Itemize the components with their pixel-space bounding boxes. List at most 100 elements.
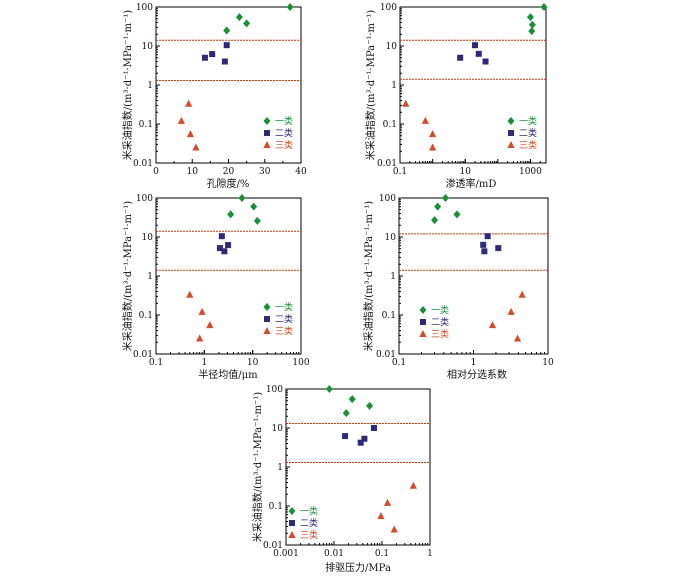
x-axis-label: 相对分选系数	[447, 368, 507, 381]
y-tick-label: 0.1	[269, 502, 283, 512]
x-tick-label: 1000	[519, 167, 542, 177]
square-marker	[201, 54, 208, 61]
triangle-marker	[390, 525, 398, 533]
plot-frame	[399, 6, 547, 164]
triangle-marker	[518, 290, 526, 298]
y-tick-label: 0.1	[139, 120, 153, 130]
diamond-marker	[528, 27, 536, 36]
diamond-marker	[286, 3, 294, 11]
x-axis-label: 排驱压力/MPa	[325, 561, 391, 574]
square-marker	[221, 248, 228, 255]
legend-label: 三类	[275, 325, 293, 337]
legend-triangle-marker	[288, 531, 296, 538]
square-marker	[472, 42, 479, 49]
triangle-marker	[186, 290, 194, 298]
legend-label: 一类	[300, 505, 318, 517]
triangle-marker	[185, 99, 193, 107]
legend-triangle-marker	[507, 141, 515, 148]
x-axis-label: 孔隙度/%	[207, 177, 250, 190]
x-tick-label: 0.1	[392, 358, 406, 368]
x-tick-label: 1	[201, 358, 207, 368]
triangle-marker	[429, 130, 437, 138]
square-marker	[480, 241, 487, 248]
legend-diamond-marker	[263, 117, 271, 125]
legend-label: 二类	[275, 313, 293, 325]
x-tick-label: 10	[459, 167, 471, 177]
y-tick-label: 100	[266, 385, 283, 395]
diamond-marker	[253, 216, 261, 225]
diamond-marker	[243, 19, 251, 28]
legend-label: 一类	[275, 115, 293, 127]
square-marker	[475, 50, 482, 57]
square-marker	[495, 245, 502, 252]
square-marker	[218, 233, 225, 240]
x-tick-label: 0.1	[375, 549, 389, 559]
diamond-marker	[342, 409, 350, 418]
diamond-marker	[526, 13, 534, 22]
y-tick-label: 10	[385, 233, 397, 243]
y-tick-label: 1	[391, 81, 397, 91]
x-tick-label: 0.001	[273, 549, 299, 559]
square-marker	[225, 242, 232, 249]
diamond-marker	[238, 194, 246, 202]
legend-square-marker	[420, 319, 426, 325]
y-tick-label: 0.01	[263, 541, 283, 551]
legend-square-marker	[289, 520, 295, 526]
diamond-marker	[441, 194, 449, 202]
y-tick-label: 1	[390, 272, 396, 282]
legend-square-marker	[264, 130, 270, 136]
x-tick-label: 1	[471, 358, 477, 368]
square-marker	[484, 233, 491, 240]
triangle-marker	[507, 307, 515, 315]
diamond-marker	[540, 3, 548, 11]
y-tick-label: 100	[380, 3, 397, 13]
triangle-marker	[196, 334, 204, 342]
legend-label: 一类	[431, 304, 449, 316]
legend-diamond-marker	[419, 306, 427, 314]
square-marker	[223, 42, 230, 49]
legend-label: 三类	[300, 529, 318, 541]
legend-label: 二类	[519, 127, 537, 139]
diamond-marker	[250, 202, 258, 211]
x-tick-label: 0	[153, 167, 159, 177]
y-axis-label: 米采油指数/(m³·d⁻¹·MPa⁻¹·m⁻¹)	[364, 10, 377, 161]
y-tick-label: 1	[277, 463, 283, 473]
triangle-marker	[198, 307, 206, 315]
y-tick-label: 10	[272, 424, 284, 434]
legend-label: 二类	[431, 316, 449, 328]
x-axis-label: 渗透率/mD	[446, 177, 497, 190]
triangle-marker	[409, 481, 417, 489]
y-tick-label: 10	[386, 42, 398, 52]
legend-square-marker	[508, 130, 514, 136]
y-tick-label: 1	[147, 272, 153, 282]
triangle-marker	[206, 321, 214, 329]
square-marker	[357, 439, 364, 446]
square-marker	[482, 58, 489, 65]
triangle-marker	[192, 143, 200, 151]
legend-label: 三类	[275, 139, 293, 151]
diamond-marker	[431, 216, 439, 225]
x-tick-label: 10	[187, 167, 199, 177]
y-axis-label: 米采油指数/(m³·d⁻¹·MPa⁻¹·m⁻¹)	[362, 201, 375, 352]
legend-triangle-marker	[419, 330, 427, 337]
y-axis-label: 米采油指数/(m³·d⁻¹·MPa⁻¹·m⁻¹)	[251, 392, 264, 543]
x-axis-label: 半径均值/μm	[198, 368, 258, 381]
y-tick-label: 0.01	[377, 159, 397, 169]
legend-label: 二类	[275, 127, 293, 139]
square-marker	[221, 58, 228, 65]
legend-diamond-marker	[507, 117, 515, 125]
diamond-marker	[223, 26, 231, 35]
y-tick-label: 1	[147, 81, 153, 91]
legend-label: 一类	[519, 115, 537, 127]
legend-label: 三类	[431, 328, 449, 340]
square-marker	[457, 54, 464, 61]
y-axis-label: 米采油指数/(m³·d⁻¹·MPa⁻¹·m⁻¹)	[121, 10, 134, 161]
x-tick-label: 10	[542, 358, 554, 368]
diamond-marker	[348, 395, 356, 404]
triangle-marker	[377, 512, 385, 520]
x-tick-label: 0.01	[324, 549, 344, 559]
square-marker	[342, 433, 349, 440]
legend-square-marker	[264, 316, 270, 322]
